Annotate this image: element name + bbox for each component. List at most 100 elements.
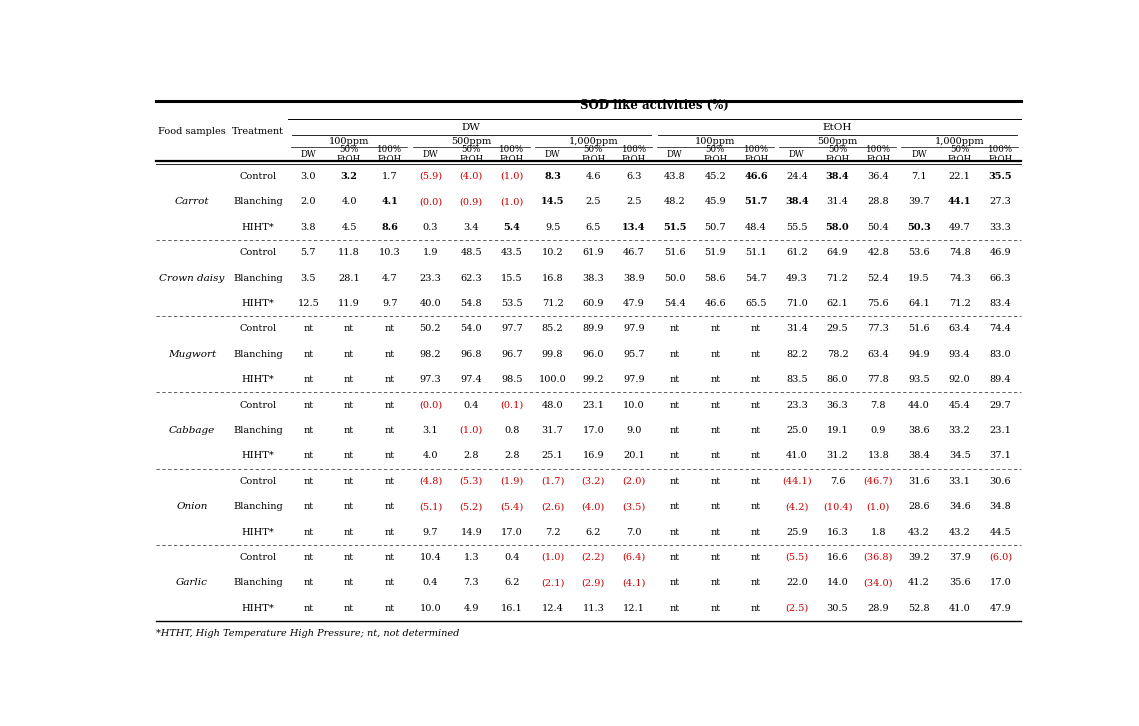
Text: 1.3: 1.3	[464, 553, 480, 562]
Text: nt: nt	[711, 375, 721, 384]
Text: nt: nt	[344, 426, 354, 435]
Text: DW: DW	[423, 150, 439, 159]
Text: SOD like activities (%): SOD like activities (%)	[580, 99, 729, 112]
Text: 6.2: 6.2	[505, 579, 519, 587]
Text: nt: nt	[303, 604, 313, 613]
Text: 100ppm: 100ppm	[695, 136, 736, 146]
Text: 28.8: 28.8	[868, 197, 890, 206]
Text: Control: Control	[239, 172, 277, 181]
Text: HIHT*: HIHT*	[241, 528, 274, 537]
Text: 9.0: 9.0	[626, 426, 641, 435]
Text: (1.0): (1.0)	[500, 172, 524, 181]
Text: 3.1: 3.1	[423, 426, 439, 435]
Text: 33.1: 33.1	[949, 477, 970, 486]
Text: 7.6: 7.6	[830, 477, 845, 486]
Text: nt: nt	[344, 401, 354, 409]
Text: 50.4: 50.4	[868, 223, 890, 232]
Text: 3.0: 3.0	[301, 172, 317, 181]
Text: Blanching: Blanching	[233, 579, 282, 587]
Text: (44.1): (44.1)	[782, 477, 812, 486]
Text: (5.9): (5.9)	[419, 172, 442, 181]
Text: 31.4: 31.4	[786, 325, 808, 333]
Text: 44.0: 44.0	[908, 401, 929, 409]
Text: 1,000ppm: 1,000ppm	[568, 136, 618, 146]
Text: DW: DW	[911, 150, 927, 159]
Text: Blanching: Blanching	[233, 350, 282, 359]
Text: 83.0: 83.0	[990, 350, 1011, 359]
Text: 51.5: 51.5	[663, 223, 687, 232]
Text: (0.1): (0.1)	[500, 401, 524, 409]
Text: 17.0: 17.0	[582, 426, 604, 435]
Text: 34.6: 34.6	[949, 502, 970, 511]
Text: nt: nt	[344, 477, 354, 486]
Text: 63.4: 63.4	[868, 350, 890, 359]
Text: 54.4: 54.4	[664, 299, 686, 308]
Text: nt: nt	[303, 477, 313, 486]
Text: 12.1: 12.1	[623, 604, 645, 613]
Text: HIHT*: HIHT*	[241, 223, 274, 232]
Text: 22.1: 22.1	[949, 172, 970, 181]
Text: (5.2): (5.2)	[459, 502, 483, 511]
Text: 17.0: 17.0	[501, 528, 523, 537]
Text: 51.7: 51.7	[745, 197, 768, 206]
Text: 16.3: 16.3	[827, 528, 849, 537]
Text: 8.6: 8.6	[382, 223, 399, 232]
Text: 2.8: 2.8	[505, 452, 519, 460]
Text: 37.1: 37.1	[990, 452, 1011, 460]
Text: 100%
EtOH: 100% EtOH	[866, 145, 891, 165]
Text: (1.0): (1.0)	[459, 426, 483, 435]
Text: 94.9: 94.9	[908, 350, 929, 359]
Text: 3.2: 3.2	[341, 172, 358, 181]
Text: 37.9: 37.9	[949, 553, 970, 562]
Text: 78.2: 78.2	[827, 350, 849, 359]
Text: nt: nt	[670, 502, 680, 511]
Text: nt: nt	[344, 604, 354, 613]
Text: HIHT*: HIHT*	[241, 604, 274, 613]
Text: nt: nt	[751, 528, 761, 537]
Text: 48.5: 48.5	[460, 248, 482, 257]
Text: nt: nt	[385, 579, 395, 587]
Text: (4.2): (4.2)	[785, 502, 809, 511]
Text: DW: DW	[789, 150, 804, 159]
Text: (4.0): (4.0)	[582, 502, 605, 511]
Text: 97.7: 97.7	[501, 325, 523, 333]
Text: (5.4): (5.4)	[500, 502, 524, 511]
Text: nt: nt	[385, 528, 395, 537]
Text: 92.0: 92.0	[949, 375, 970, 384]
Text: nt: nt	[670, 477, 680, 486]
Text: 74.4: 74.4	[990, 325, 1011, 333]
Text: nt: nt	[711, 401, 721, 409]
Text: nt: nt	[711, 325, 721, 333]
Text: 1.8: 1.8	[870, 528, 886, 537]
Text: nt: nt	[751, 325, 761, 333]
Text: 4.0: 4.0	[423, 452, 439, 460]
Text: 29.5: 29.5	[827, 325, 849, 333]
Text: HIHT*: HIHT*	[241, 375, 274, 384]
Text: 6.3: 6.3	[626, 172, 641, 181]
Text: DW: DW	[544, 150, 560, 159]
Text: nt: nt	[385, 604, 395, 613]
Text: 28.6: 28.6	[908, 502, 929, 511]
Text: (6.0): (6.0)	[989, 553, 1011, 562]
Text: 52.8: 52.8	[908, 604, 929, 613]
Text: nt: nt	[751, 452, 761, 460]
Text: 38.9: 38.9	[623, 274, 645, 282]
Text: 7.8: 7.8	[870, 401, 886, 409]
Text: 22.0: 22.0	[786, 579, 808, 587]
Text: 34.8: 34.8	[990, 502, 1011, 511]
Text: 9.7: 9.7	[382, 299, 398, 308]
Text: (1.7): (1.7)	[541, 477, 564, 486]
Text: 36.3: 36.3	[827, 401, 849, 409]
Text: 36.4: 36.4	[868, 172, 890, 181]
Text: 51.1: 51.1	[745, 248, 767, 257]
Text: 11.9: 11.9	[338, 299, 360, 308]
Text: 2.0: 2.0	[301, 197, 317, 206]
Text: nt: nt	[670, 426, 680, 435]
Text: 100.0: 100.0	[539, 375, 566, 384]
Text: 34.5: 34.5	[949, 452, 970, 460]
Text: (1.0): (1.0)	[867, 502, 890, 511]
Text: Control: Control	[239, 248, 277, 257]
Text: 71.2: 71.2	[542, 299, 564, 308]
Text: 6.2: 6.2	[585, 528, 601, 537]
Text: 54.0: 54.0	[460, 325, 482, 333]
